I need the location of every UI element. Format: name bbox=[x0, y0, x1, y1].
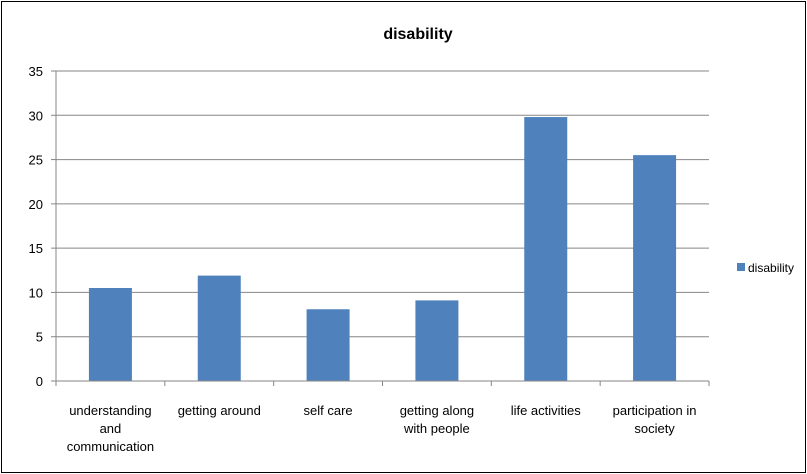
legend-swatch bbox=[737, 263, 745, 271]
y-tick-label: 10 bbox=[29, 285, 43, 300]
legend: disability bbox=[737, 261, 794, 275]
y-tick-label: 20 bbox=[29, 197, 43, 212]
x-tick-label: communication bbox=[67, 439, 154, 454]
x-tick-label: self care bbox=[304, 403, 353, 418]
y-tick-label: 25 bbox=[29, 153, 43, 168]
y-axis-ticks: 0 5 10 15 20 25 30 35 bbox=[29, 64, 56, 389]
chart-title: disability bbox=[383, 26, 452, 43]
y-tick-label: 5 bbox=[36, 330, 43, 345]
y-tick-label: 0 bbox=[36, 374, 43, 389]
x-axis-labels: understanding and communication getting aro… bbox=[67, 403, 697, 454]
bar bbox=[306, 309, 350, 381]
y-tick-label: 30 bbox=[29, 108, 43, 123]
y-tick-label: 35 bbox=[29, 64, 43, 79]
bar bbox=[197, 275, 241, 381]
bar bbox=[633, 155, 677, 381]
x-tick-label: and bbox=[100, 421, 122, 436]
x-tick-label: getting around bbox=[178, 403, 261, 418]
bars bbox=[88, 117, 677, 382]
x-tick-label: with people bbox=[403, 421, 470, 436]
x-tick-label: society bbox=[634, 421, 675, 436]
y-tick-label: 15 bbox=[29, 241, 43, 256]
bar bbox=[415, 300, 459, 381]
x-tick-label: understanding bbox=[69, 403, 151, 418]
bar bbox=[88, 288, 132, 381]
legend-label: disability bbox=[748, 261, 794, 275]
x-tick-label: life activities bbox=[511, 403, 582, 418]
gridlines bbox=[56, 70, 709, 338]
x-tick-label: getting along bbox=[400, 403, 474, 418]
axes bbox=[55, 71, 710, 386]
x-tick-label: participation in bbox=[613, 403, 697, 418]
bar bbox=[524, 117, 568, 382]
